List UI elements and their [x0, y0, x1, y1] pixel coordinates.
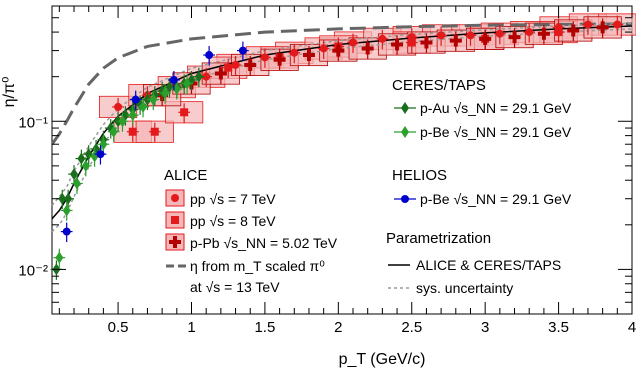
- y-tick-label: 10⁻¹: [18, 114, 48, 131]
- data-point: [466, 31, 475, 40]
- legend-pau-marker: [401, 102, 409, 114]
- data-point: [567, 24, 580, 37]
- x-tick-label: 0.5: [108, 319, 129, 336]
- data-point: [128, 109, 137, 122]
- legend-pp7-marker: [171, 194, 179, 202]
- data-point: [165, 81, 174, 94]
- data-point: [205, 51, 214, 60]
- x-tick-label: 4: [628, 319, 636, 336]
- y-axis-title: η/π⁰: [1, 77, 18, 108]
- data-point: [214, 67, 227, 80]
- data-point: [554, 28, 563, 37]
- legend-pp8-marker: [171, 216, 179, 224]
- data-point: [150, 127, 159, 136]
- data-point: [349, 38, 358, 47]
- data-point: [378, 34, 387, 43]
- data-point: [118, 115, 127, 128]
- data-point: [55, 251, 64, 264]
- legend-ppb-marker: [169, 236, 181, 248]
- data-point: [449, 34, 462, 47]
- data-point: [437, 31, 446, 40]
- data-point: [183, 77, 192, 90]
- curve-dotted: [51, 22, 633, 206]
- axis-ticks: 0.5 1 1.5 2 2.5 3 3.5 4 10⁻² 10⁻¹: [18, 5, 636, 336]
- data-points: [50, 15, 624, 280]
- x-tick-label: 1: [187, 319, 195, 336]
- y-axis-title-text: η/π⁰: [1, 77, 18, 108]
- legend: ALICE pp √s = 7 TeV pp √s = 8 TeV p-Pb √s_N…: [164, 77, 572, 296]
- legend-pau-label: p-Au √s_NN = 29.1 GeV: [420, 100, 572, 116]
- data-point: [525, 28, 534, 37]
- y-tick-label: 10⁻²: [18, 262, 48, 279]
- data-point: [139, 100, 148, 113]
- data-point: [302, 49, 315, 62]
- data-point: [583, 20, 592, 29]
- data-point: [96, 150, 105, 159]
- data-point: [495, 29, 504, 38]
- data-point: [84, 148, 93, 161]
- x-tick-label: 1.5: [254, 319, 275, 336]
- data-point: [260, 53, 269, 62]
- data-point: [391, 38, 404, 51]
- data-point: [273, 53, 286, 66]
- x-tick-label: 3: [481, 319, 489, 336]
- data-point: [109, 125, 118, 138]
- data-point: [194, 70, 203, 83]
- data-point: [62, 227, 71, 236]
- legend-pp8-label: pp √s = 8 TeV: [190, 213, 276, 229]
- data-point: [361, 42, 374, 55]
- legend-ppb-label: p-Pb √s_NN = 5.02 TeV: [190, 235, 338, 251]
- legend-ceres-heading: CERES/TAPS: [392, 77, 486, 94]
- legend-alice-heading: ALICE: [164, 167, 207, 184]
- data-point: [508, 31, 521, 44]
- data-point: [319, 44, 328, 53]
- data-point: [537, 27, 550, 40]
- legend-mt-label-2: at √s = 13 TeV: [190, 279, 280, 295]
- data-point: [62, 204, 71, 217]
- x-tick-label: 2.5: [401, 319, 422, 336]
- data-point: [202, 72, 211, 81]
- data-point: [479, 32, 492, 45]
- data-point: [596, 21, 609, 34]
- data-point: [332, 44, 345, 57]
- data-point: [244, 58, 257, 71]
- data-point: [72, 177, 81, 190]
- data-point: [64, 192, 73, 205]
- data-point: [114, 102, 123, 111]
- data-point: [131, 95, 140, 104]
- x-axis-title: p_T (GeV/c): [339, 351, 426, 368]
- data-point: [407, 38, 416, 47]
- data-point: [238, 46, 247, 55]
- legend-mt-label-1: η from m_T scaled π⁰: [190, 258, 325, 274]
- data-point: [224, 63, 233, 72]
- data-point: [290, 48, 299, 57]
- legend-pbe-marker: [401, 126, 409, 138]
- legend-param-label: ALICE & CERES/TAPS: [416, 257, 561, 273]
- data-point: [231, 60, 240, 69]
- x-tick-label: 2: [334, 319, 342, 336]
- data-point: [161, 87, 170, 100]
- x-tick-label: 3.5: [548, 319, 569, 336]
- data-point: [70, 168, 79, 181]
- data-point: [169, 75, 178, 84]
- legend-helios-heading: HELIOS: [392, 167, 447, 184]
- data-point: [149, 93, 158, 106]
- data-point: [613, 20, 622, 29]
- plot-frame: [51, 5, 633, 315]
- legend-pp7-label: pp √s = 7 TeV: [190, 191, 276, 207]
- legend-helios-marker: [401, 195, 409, 203]
- legend-param-heading: Parametrization: [386, 230, 491, 247]
- data-point: [420, 36, 433, 49]
- curve-dashed: [50, 22, 633, 146]
- data-point: [180, 108, 189, 117]
- data-point: [77, 152, 86, 165]
- legend-helios-label: p-Be √s_NN = 29.1 GeV: [420, 191, 572, 207]
- data-point: [172, 83, 181, 96]
- data-point: [81, 159, 90, 172]
- legend-sys-label: sys. uncertainty: [416, 280, 513, 296]
- legend-pbe-label: p-Be √s_NN = 29.1 GeV: [420, 124, 572, 140]
- data-point: [99, 138, 108, 151]
- data-point: [128, 127, 137, 136]
